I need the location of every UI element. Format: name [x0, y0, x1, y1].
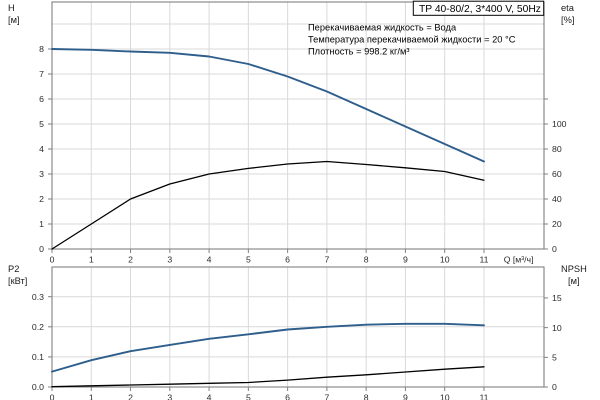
svg-text:1: 1 [89, 393, 94, 400]
svg-text:0: 0 [552, 382, 557, 392]
svg-text:15: 15 [552, 293, 562, 303]
svg-text:[м]: [м] [8, 15, 20, 25]
svg-text:9: 9 [403, 393, 408, 400]
svg-text:P2: P2 [8, 264, 19, 274]
svg-text:20: 20 [552, 219, 562, 229]
svg-text:6: 6 [285, 393, 290, 400]
svg-text:6: 6 [285, 255, 290, 265]
svg-text:4: 4 [207, 255, 212, 265]
svg-text:Перекачиваемая жидкость = Вода: Перекачиваемая жидкость = Вода [308, 23, 457, 33]
svg-text:5: 5 [246, 255, 251, 265]
svg-text:4: 4 [39, 144, 44, 154]
svg-text:100: 100 [552, 119, 567, 129]
svg-text:40: 40 [552, 194, 562, 204]
svg-text:NPSH: NPSH [561, 264, 587, 274]
svg-text:5: 5 [246, 393, 251, 400]
svg-text:4: 4 [207, 393, 212, 400]
svg-text:1: 1 [39, 219, 44, 229]
svg-text:0.3: 0.3 [32, 292, 44, 302]
svg-text:7: 7 [324, 393, 329, 400]
svg-text:8: 8 [39, 44, 44, 54]
svg-text:10: 10 [440, 393, 450, 400]
svg-text:0: 0 [552, 244, 557, 254]
svg-text:3: 3 [167, 255, 172, 265]
svg-text:1: 1 [89, 255, 94, 265]
svg-text:11: 11 [479, 255, 488, 265]
svg-text:5: 5 [39, 119, 44, 129]
svg-text:TP 40-80/2, 3*400 V, 50Hz: TP 40-80/2, 3*400 V, 50Hz [419, 4, 541, 15]
svg-text:2: 2 [39, 194, 44, 204]
svg-text:7: 7 [324, 255, 329, 265]
svg-text:0.1: 0.1 [32, 352, 44, 362]
svg-text:11: 11 [479, 393, 488, 400]
svg-text:2: 2 [128, 255, 133, 265]
svg-text:10: 10 [552, 323, 562, 333]
svg-text:H: H [8, 3, 15, 13]
svg-text:0: 0 [39, 244, 44, 254]
svg-text:Q [м³/ч]: Q [м³/ч] [504, 255, 534, 265]
svg-text:0.0: 0.0 [32, 382, 44, 392]
svg-text:5: 5 [552, 353, 557, 363]
svg-text:10: 10 [440, 255, 450, 265]
svg-text:8: 8 [364, 393, 369, 400]
svg-text:2: 2 [128, 393, 133, 400]
svg-text:[%]: [%] [561, 15, 574, 25]
svg-text:3: 3 [39, 169, 44, 179]
svg-text:3: 3 [167, 393, 172, 400]
svg-text:Температура перекачиваемой жид: Температура перекачиваемой жидкости = 20… [308, 35, 516, 45]
svg-text:0.2: 0.2 [32, 322, 44, 332]
svg-text:[м]: [м] [568, 276, 580, 286]
svg-text:80: 80 [552, 144, 562, 154]
svg-text:eta: eta [561, 3, 575, 13]
svg-text:0: 0 [50, 255, 55, 265]
svg-text:6: 6 [39, 94, 44, 104]
svg-text:7: 7 [39, 69, 44, 79]
svg-text:Плотность = 998.2 кг/м³: Плотность = 998.2 кг/м³ [308, 47, 409, 57]
svg-text:9: 9 [403, 255, 408, 265]
svg-text:8: 8 [364, 255, 369, 265]
svg-text:0: 0 [50, 393, 55, 400]
svg-text:60: 60 [552, 169, 562, 179]
svg-text:[кВт]: [кВт] [8, 276, 27, 286]
